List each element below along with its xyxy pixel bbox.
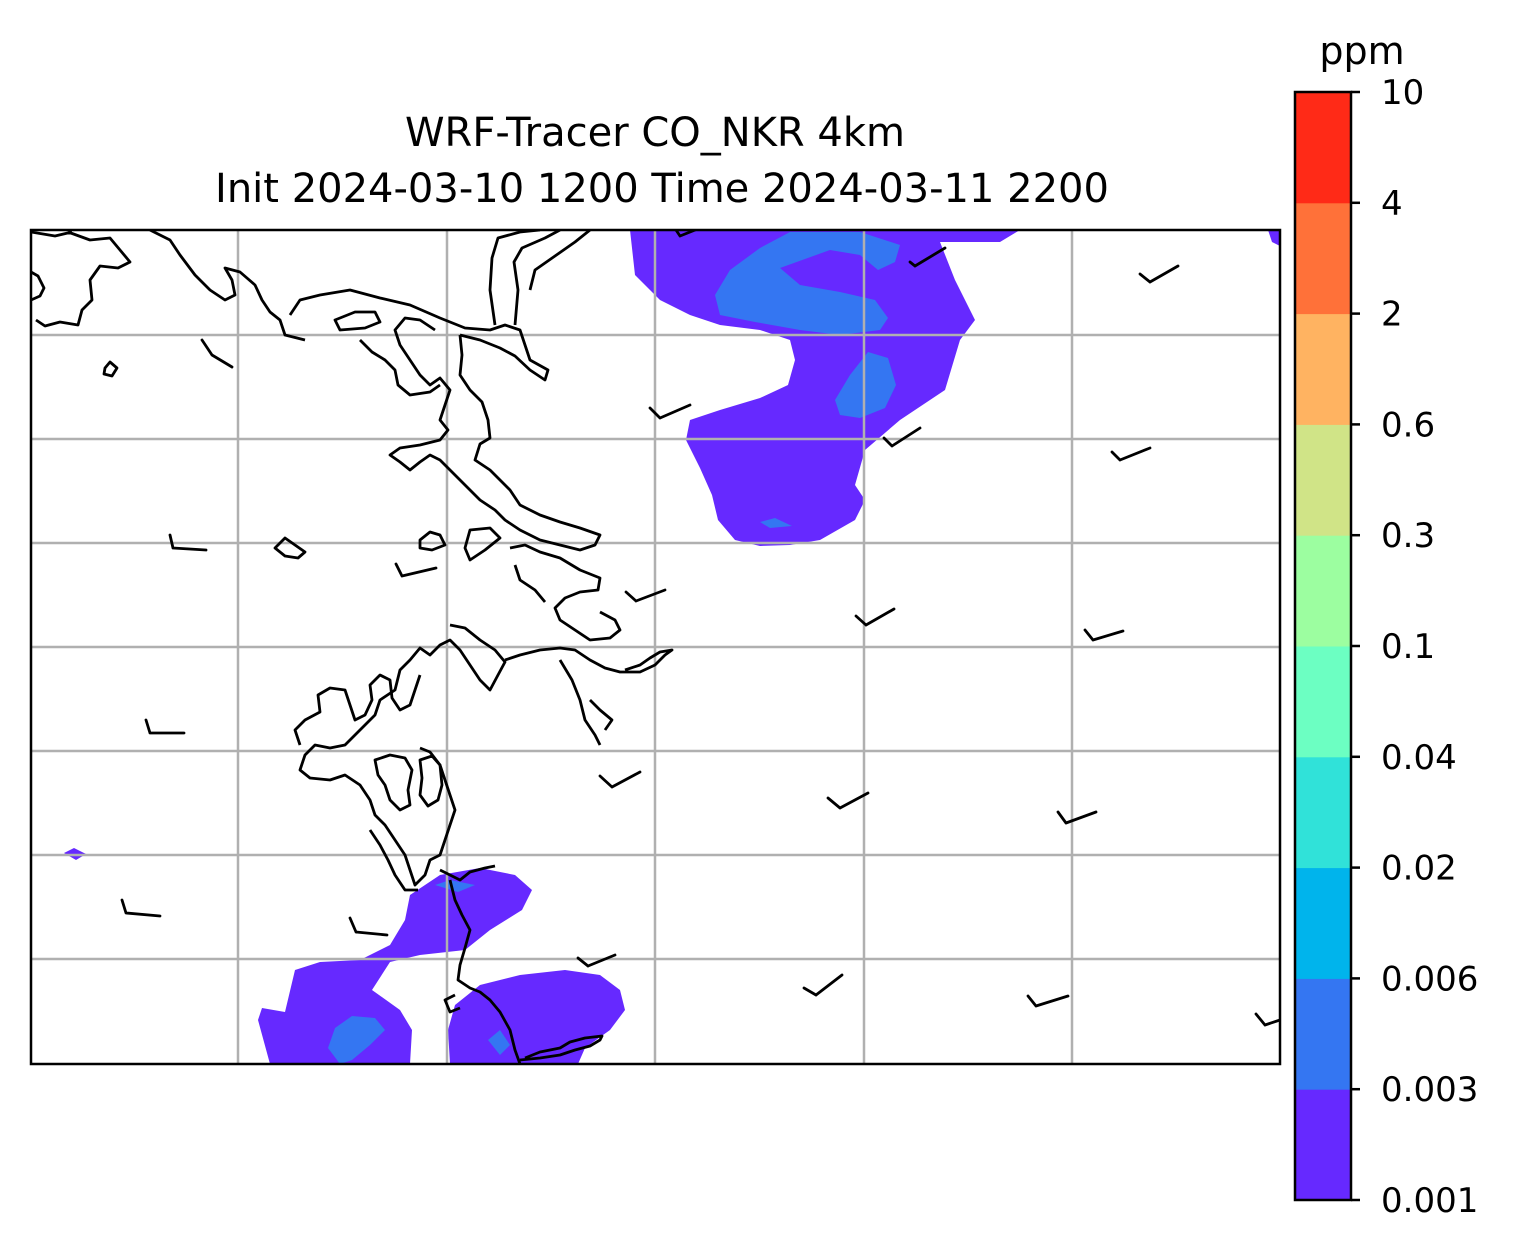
wind-barb	[598, 770, 642, 789]
colorbar-tick-label: 0.02	[1381, 849, 1457, 889]
wind-barb	[168, 533, 208, 552]
colorbar-segment	[1295, 313, 1351, 425]
coastline-east-arm	[504, 646, 674, 674]
wind-barb	[348, 916, 389, 937]
colorbar-segment	[1295, 202, 1351, 315]
plume-north-core	[715, 232, 900, 335]
gridlines	[31, 230, 1280, 1064]
wind-barb	[120, 898, 162, 918]
colorbar-segment	[1295, 756, 1351, 869]
colorbar-ticks: 0.001 0.003 0.006 0.02 0.04 0.1 0.3 0.6 2 4 10	[1351, 73, 1478, 1221]
wind-barb	[624, 588, 667, 603]
wind-barb	[882, 426, 922, 448]
coastline-northwest	[31, 230, 132, 328]
title-line-1: WRF-Tracer CO_NKR 4km	[405, 110, 905, 156]
wind-barb	[854, 607, 896, 627]
colorbar-segment	[1295, 424, 1351, 536]
title-line-2: Init 2024-03-10 1200 Time 2024-03-11 220…	[215, 166, 1109, 212]
coastline-islands-mid	[418, 526, 622, 642]
plume-layer-mid	[328, 232, 900, 1064]
wind-barb	[576, 953, 617, 968]
coastline-north-inlet	[488, 230, 591, 326]
plume-south-core-a	[328, 1016, 385, 1064]
wind-barb	[802, 973, 844, 997]
colorbar-tick-label: 0.001	[1381, 1181, 1478, 1221]
coastline-central	[298, 623, 507, 887]
map-frame	[29, 228, 1282, 1066]
coastline-west-lobe	[293, 673, 422, 746]
plume-south-core-b	[488, 1030, 510, 1055]
plume-south-core-c	[435, 880, 475, 892]
colorbar-tick-label: 0.1	[1381, 627, 1435, 667]
coastline-island-2	[102, 360, 119, 378]
colorbar-segments	[1295, 92, 1351, 1201]
colorbar-segment	[1295, 1089, 1351, 1201]
colorbar-tick-label: 0.003	[1381, 1070, 1478, 1110]
wind-barb	[648, 403, 692, 420]
coastline-island-1	[333, 310, 382, 332]
plume-north-tip	[760, 518, 792, 528]
wind-barb	[908, 246, 947, 268]
coastline-peninsula	[388, 316, 602, 552]
wind-barb	[1056, 810, 1098, 825]
map-panel	[29, 228, 1282, 1066]
coastlines	[31, 230, 674, 1064]
wind-barb	[1254, 1012, 1280, 1027]
colorbar-tick-label: 4	[1381, 184, 1403, 224]
colorbar-tick-label: 0.006	[1381, 959, 1478, 999]
colorbar-segment	[1295, 978, 1351, 1090]
coastline-south-channel	[439, 864, 522, 1064]
colorbar-segment	[1295, 535, 1351, 647]
colorbar-tick-label: 0.04	[1381, 738, 1457, 778]
wind-barb	[1110, 446, 1152, 462]
coastline-east-fjord	[558, 659, 614, 746]
wind-barbs	[120, 230, 1280, 1027]
colorbar-segment	[1295, 867, 1351, 979]
colorbar-tick-label: 10	[1381, 73, 1424, 113]
colorbar-unit-label: ppm	[1319, 29, 1404, 73]
wind-barb	[394, 562, 438, 578]
colorbar-tick-label: 0.6	[1381, 405, 1435, 445]
colorbar-tick-label: 2	[1381, 295, 1403, 335]
coastline-north-main	[149, 230, 550, 382]
wind-barb	[1138, 264, 1180, 284]
colorbar: ppm 0.001 0.003 0.006 0.02 0.04 0.1 0.3 0.6 2 4 10	[1293, 29, 1478, 1221]
plume-northeast-edge	[1268, 230, 1280, 246]
wind-barb	[200, 338, 234, 369]
colorbar-tick-label: 0.3	[1381, 516, 1435, 556]
wind-barb	[144, 718, 186, 735]
coastline-inner-lakes	[368, 753, 444, 892]
wind-barb	[1083, 628, 1125, 642]
coastline-island-3	[273, 536, 307, 560]
colorbar-segment	[1295, 646, 1351, 758]
wind-barb	[1026, 994, 1070, 1008]
plume-north-blob	[835, 352, 896, 418]
coastline-south-bay	[443, 993, 604, 1062]
coastline-bay	[359, 339, 441, 397]
colorbar-segment	[1295, 92, 1351, 204]
wind-barb	[826, 791, 870, 810]
